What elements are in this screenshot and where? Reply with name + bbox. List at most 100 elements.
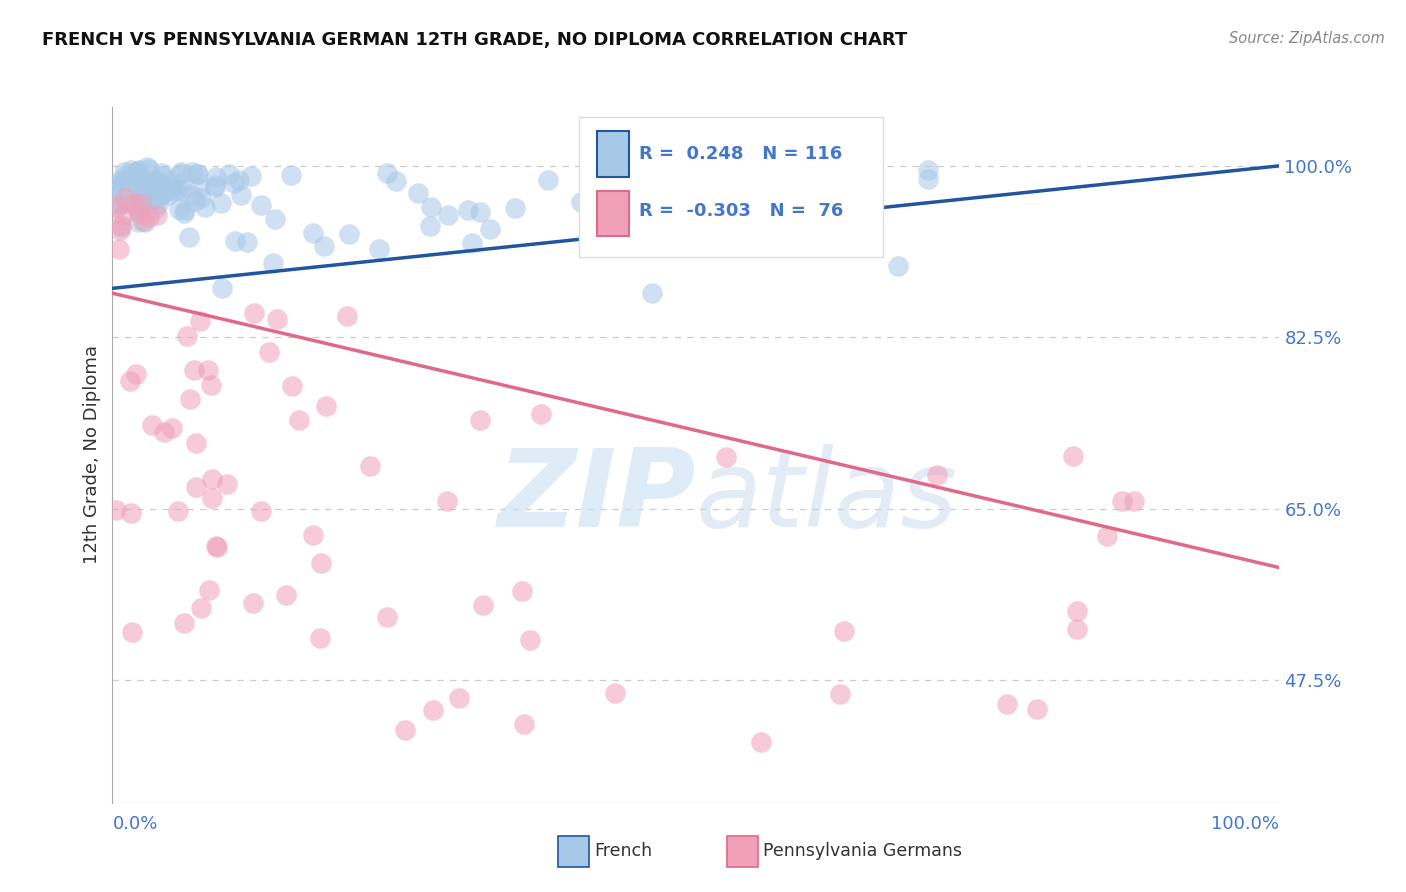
Point <box>301 527 323 541</box>
Point <box>510 583 533 598</box>
Point <box>422 703 444 717</box>
Point <box>108 174 131 188</box>
Point <box>143 184 166 198</box>
Point <box>132 214 155 228</box>
Point <box>121 191 143 205</box>
Text: R =  0.248   N = 116: R = 0.248 N = 116 <box>638 145 842 162</box>
Point <box>457 203 479 218</box>
Point <box>139 194 162 208</box>
Point <box>772 209 794 223</box>
Point <box>375 166 398 180</box>
Point <box>148 186 170 201</box>
Point <box>108 223 131 237</box>
Point <box>194 200 217 214</box>
Point <box>148 189 170 203</box>
Point <box>128 171 150 186</box>
Point <box>280 168 302 182</box>
Point <box>127 215 149 229</box>
Point <box>224 235 246 249</box>
Point <box>104 183 127 197</box>
Point <box>315 399 337 413</box>
Point <box>394 723 416 738</box>
Point <box>170 175 193 189</box>
Point <box>834 624 856 638</box>
Point <box>181 187 204 202</box>
Point <box>519 632 541 647</box>
Point <box>163 184 186 198</box>
Point <box>110 219 132 233</box>
Point <box>1111 494 1133 508</box>
Point <box>596 216 619 230</box>
Point <box>730 203 752 218</box>
Point <box>262 256 284 270</box>
Point <box>470 205 492 219</box>
Point <box>1026 702 1049 716</box>
Point <box>143 202 166 217</box>
Point <box>436 494 458 508</box>
Point <box>461 235 484 250</box>
Point <box>184 194 207 209</box>
Point <box>186 167 208 181</box>
Point <box>218 167 240 181</box>
Point <box>832 188 855 202</box>
Point <box>449 690 471 705</box>
Point <box>150 187 173 202</box>
Point <box>105 503 128 517</box>
Point <box>132 197 155 211</box>
Point <box>503 201 526 215</box>
Point <box>830 687 852 701</box>
Point <box>281 378 304 392</box>
Point <box>288 413 311 427</box>
Point <box>141 418 163 433</box>
Point <box>184 480 207 494</box>
Point <box>167 504 190 518</box>
Point <box>917 162 939 177</box>
Point <box>239 169 262 183</box>
Point <box>201 472 224 486</box>
Point <box>236 235 259 249</box>
Point <box>197 582 219 597</box>
Point <box>141 180 163 194</box>
Point <box>995 697 1018 711</box>
Point <box>160 421 183 435</box>
Point <box>152 185 174 199</box>
Point <box>336 309 359 323</box>
Point <box>169 167 191 181</box>
Text: Source: ZipAtlas.com: Source: ZipAtlas.com <box>1229 31 1385 46</box>
Point <box>184 436 207 450</box>
Point <box>121 624 143 639</box>
Point <box>242 596 264 610</box>
Point <box>209 195 232 210</box>
Point <box>437 208 460 222</box>
Point <box>309 556 332 570</box>
Point <box>142 180 165 194</box>
Point <box>153 425 176 439</box>
Y-axis label: 12th Grade, No Diploma: 12th Grade, No Diploma <box>83 345 101 565</box>
Point <box>157 174 180 188</box>
Point <box>849 201 872 215</box>
Point <box>176 329 198 343</box>
Point <box>124 367 146 381</box>
Point <box>148 178 170 192</box>
Point <box>134 214 156 228</box>
Point <box>111 209 134 223</box>
Point <box>419 219 441 233</box>
Text: 0.0%: 0.0% <box>112 814 157 832</box>
Text: atlas: atlas <box>696 444 957 549</box>
Point <box>160 182 183 196</box>
Point <box>173 616 195 631</box>
Point <box>274 588 297 602</box>
Point <box>228 173 250 187</box>
Point <box>114 172 136 186</box>
Point <box>107 195 129 210</box>
Point <box>104 180 127 194</box>
Point <box>124 178 146 192</box>
FancyBboxPatch shape <box>579 118 883 257</box>
Text: 100.0%: 100.0% <box>1212 814 1279 832</box>
Point <box>309 631 332 645</box>
Text: Pennsylvania Germans: Pennsylvania Germans <box>763 842 963 860</box>
Point <box>115 196 138 211</box>
Point <box>150 178 173 192</box>
Point <box>887 260 910 274</box>
Point <box>704 176 727 190</box>
